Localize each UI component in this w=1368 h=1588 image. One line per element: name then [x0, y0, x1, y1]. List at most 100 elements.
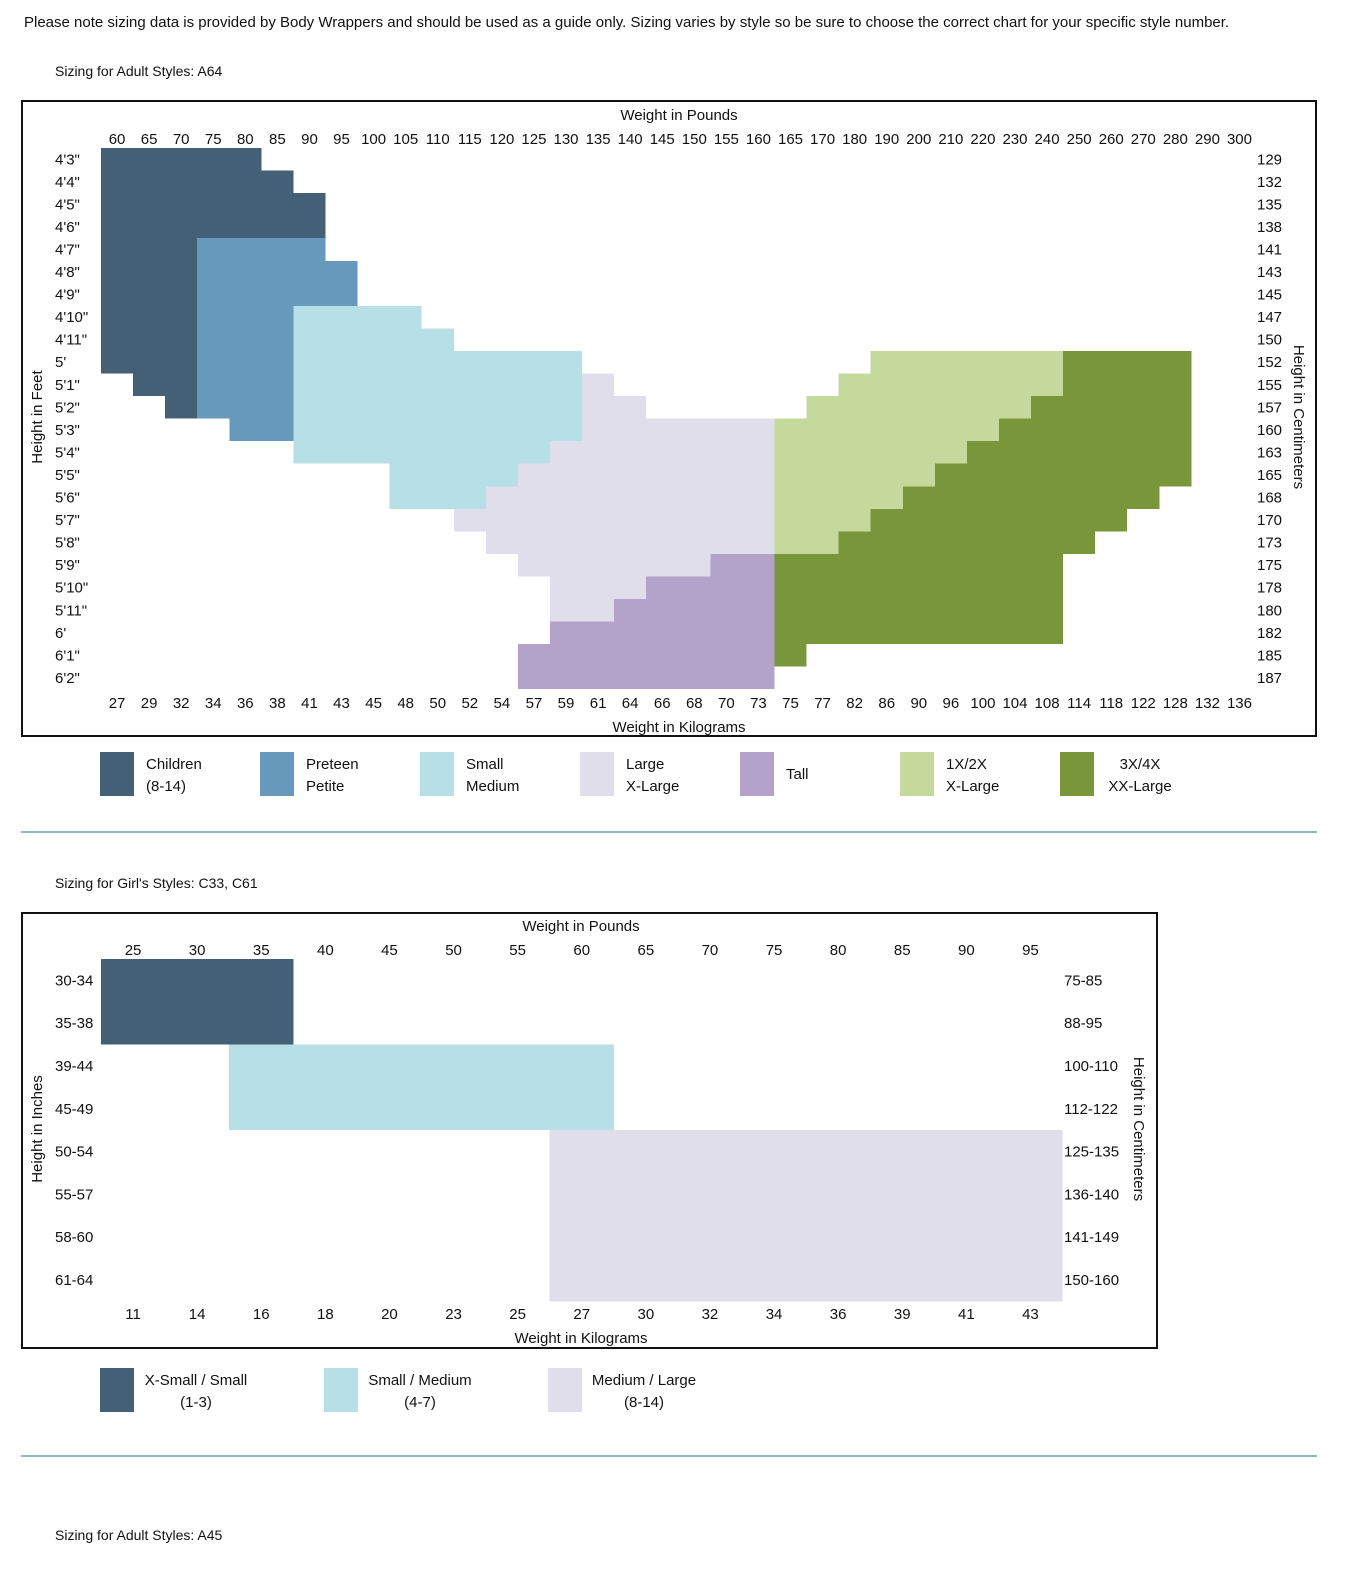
section-title-adult-a45: Sizing for Adult Styles: A45 — [55, 1527, 223, 1543]
top-tick-label: 80 — [830, 942, 847, 959]
bottom-tick-label: 41 — [958, 1306, 975, 1323]
top-tick-label: 115 — [458, 131, 482, 148]
top-tick-label: 60 — [573, 942, 590, 959]
right-tick-label: 168 — [1257, 490, 1282, 507]
left-tick-label: 4'3" — [55, 151, 80, 168]
left-tick-label: 5'8" — [55, 535, 80, 552]
top-tick-label: 210 — [938, 131, 963, 148]
bottom-tick-label: 118 — [1099, 695, 1123, 712]
top-tick-label: 240 — [1035, 131, 1060, 148]
top-tick-label: 80 — [237, 131, 254, 148]
size-block-1 — [197, 350, 294, 374]
top-tick-label: 230 — [1002, 131, 1027, 148]
size-block-6 — [774, 599, 1064, 622]
bottom-tick-label: 54 — [494, 695, 511, 712]
size-block-6 — [998, 418, 1192, 442]
legend-size-name: 1X/2X — [946, 756, 987, 773]
legend-label: Large X-Large — [626, 754, 679, 798]
top-tick-label: 165 — [778, 131, 803, 148]
top-tick-label: 200 — [906, 131, 931, 148]
right-tick-label: 125-135 — [1064, 1144, 1119, 1161]
size-block-6 — [1063, 350, 1192, 374]
bottom-tick-label: 61 — [590, 695, 607, 712]
size-block-0 — [101, 260, 198, 284]
legend-swatch — [740, 752, 774, 796]
size-block-5 — [774, 508, 871, 532]
top-tick-label: 60 — [109, 131, 126, 148]
bottom-tick-label: 43 — [333, 695, 350, 712]
right-tick-label: 160 — [1257, 422, 1282, 439]
size-block-1 — [197, 260, 358, 284]
top-axis-label: Weight in Pounds — [522, 918, 639, 935]
size-block-3 — [549, 576, 647, 599]
bottom-tick-label: 50 — [429, 695, 446, 712]
bottom-tick-label: 36 — [830, 1306, 847, 1323]
left-tick-label: 30-34 — [55, 972, 93, 989]
size-block-5 — [838, 373, 1064, 397]
top-tick-label: 160 — [746, 131, 771, 148]
legend-size-name: Preteen — [306, 756, 359, 773]
top-tick-label: 90 — [301, 131, 318, 148]
size-block-3 — [485, 531, 775, 554]
size-block-6 — [902, 486, 1160, 509]
size-block-4 — [614, 599, 775, 622]
legend-size-detail: Petite — [306, 778, 345, 795]
bottom-tick-label: 48 — [397, 695, 414, 712]
right-tick-label: 147 — [1257, 309, 1282, 326]
size-block-6 — [934, 463, 1192, 487]
right-tick-label: 180 — [1257, 602, 1282, 619]
top-tick-label: 55 — [509, 942, 526, 959]
bottom-tick-label: 77 — [814, 695, 831, 712]
size-block-6 — [774, 576, 1064, 599]
legend-label: Small Medium — [466, 754, 519, 798]
bottom-tick-label: 38 — [269, 695, 286, 712]
right-tick-label: 173 — [1257, 535, 1282, 552]
bottom-tick-label: 30 — [638, 1306, 655, 1323]
top-tick-label: 110 — [426, 131, 450, 148]
size-block-3 — [582, 418, 775, 442]
size-block-0 — [101, 283, 198, 306]
left-tick-label: 5'10" — [55, 580, 88, 597]
top-tick-label: 260 — [1099, 131, 1124, 148]
legend-size-detail: X-Large — [626, 778, 680, 795]
size-block-6 — [1063, 373, 1192, 397]
legend-label: 3X/4X XX-Large — [1100, 754, 1180, 798]
size-block-5 — [774, 486, 903, 509]
left-axis-label: Height in Inches — [29, 1075, 46, 1183]
left-tick-label: 5'3" — [55, 422, 80, 439]
size-block-1 — [197, 373, 294, 397]
bottom-tick-label: 136 — [1227, 695, 1252, 712]
legend-swatch — [420, 752, 454, 796]
bottom-tick-label: 122 — [1131, 695, 1156, 712]
size-block-0 — [101, 350, 198, 374]
left-tick-label: 4'6" — [55, 219, 80, 236]
size-block-0 — [101, 305, 198, 329]
bottom-tick-label: 86 — [878, 695, 895, 712]
top-tick-label: 220 — [970, 131, 995, 148]
legend-label: Tall — [786, 764, 809, 786]
legend-size-detail: (8-14) — [623, 1394, 664, 1411]
right-tick-label: 150-160 — [1064, 1272, 1119, 1289]
size-block-4 — [646, 576, 775, 599]
right-tick-label: 129 — [1257, 151, 1282, 168]
right-tick-label: 135 — [1257, 196, 1282, 213]
right-tick-label: 138 — [1257, 219, 1282, 236]
right-tick-label: 100-110 — [1064, 1058, 1118, 1075]
size-block-3 — [582, 373, 615, 397]
legend-size-name: Small / Medium — [368, 1372, 472, 1389]
top-tick-label: 70 — [702, 942, 719, 959]
bottom-tick-label: 82 — [846, 695, 863, 712]
size-block-5 — [774, 441, 967, 464]
bottom-axis-label: Weight in Kilograms — [612, 719, 745, 735]
top-tick-label: 290 — [1195, 131, 1220, 148]
right-tick-label: 182 — [1257, 625, 1282, 642]
top-tick-label: 70 — [173, 131, 190, 148]
left-tick-label: 39-44 — [55, 1058, 93, 1075]
top-tick-label: 145 — [650, 131, 675, 148]
right-tick-label: 175 — [1257, 557, 1282, 574]
bottom-tick-label: 20 — [381, 1306, 398, 1323]
size-block-6 — [774, 553, 1064, 577]
section-divider — [21, 1455, 1317, 1457]
legend-swatch — [900, 752, 934, 796]
top-axis-label: Weight in Pounds — [620, 107, 737, 124]
